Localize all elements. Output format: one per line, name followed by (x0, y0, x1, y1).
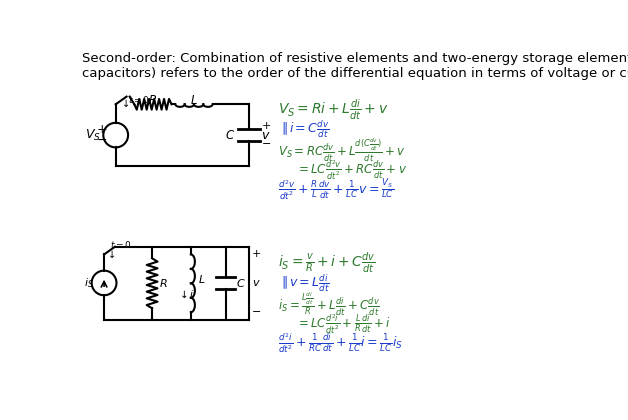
Text: $V_S = Ri + L\frac{di}{dt} + v$: $V_S = Ri + L\frac{di}{dt} + v$ (278, 98, 389, 123)
Text: −: − (252, 307, 261, 317)
Text: $\downarrow$: $\downarrow$ (106, 249, 116, 260)
Text: $\!\!\parallel i = C\frac{dv}{dt}$: $\!\!\parallel i = C\frac{dv}{dt}$ (283, 118, 330, 140)
Text: $t=0$: $t=0$ (128, 94, 150, 105)
Text: $\frac{d^2v}{dt^2} + \frac{R}{L}\frac{dv}{dt} + \frac{1}{LC}v = \frac{V_S}{LC}$: $\frac{d^2v}{dt^2} + \frac{R}{L}\frac{dv… (278, 177, 394, 202)
Text: $\downarrow i$: $\downarrow i$ (177, 289, 195, 300)
Text: $C$: $C$ (236, 277, 246, 289)
Text: $\!\!\parallel v = L\frac{di}{dt}$: $\!\!\parallel v = L\frac{di}{dt}$ (283, 272, 330, 294)
Text: −: − (261, 139, 271, 150)
Text: $t=0$: $t=0$ (111, 239, 132, 250)
Text: −: − (97, 134, 107, 147)
Text: Second-order: Combination of resistive elements and two-energy storage elements : Second-order: Combination of resistive e… (82, 52, 628, 80)
Text: +: + (261, 121, 271, 131)
Text: $= LC\frac{d^2i}{dt^2} + \frac{L}{R}\frac{di}{dt} + i$: $= LC\frac{d^2i}{dt^2} + \frac{L}{R}\fra… (296, 312, 390, 336)
Text: $i_S = \frac{v}{R} + i + C\frac{dv}{dt}$: $i_S = \frac{v}{R} + i + C\frac{dv}{dt}$ (278, 251, 376, 275)
Text: $R$: $R$ (148, 94, 158, 107)
Text: $V_S = RC\frac{dv}{dt} + L\frac{d(C\frac{dv}{dt})}{dt} + v$: $V_S = RC\frac{dv}{dt} + L\frac{d(C\frac… (278, 136, 406, 164)
Text: $\downarrow$: $\downarrow$ (121, 98, 131, 109)
Text: $L$: $L$ (198, 273, 205, 285)
Text: $= LC\frac{d^2v}{dt^2} + RC\frac{dv}{dt} + v$: $= LC\frac{d^2v}{dt^2} + RC\frac{dv}{dt}… (296, 158, 407, 181)
Text: $v$: $v$ (252, 278, 261, 288)
Text: $i_S = \frac{L\frac{di}{dt}}{R} + L\frac{di}{dt} + C\frac{dv}{dt}$: $i_S = \frac{L\frac{di}{dt}}{R} + L\frac… (278, 291, 381, 318)
Text: +: + (252, 249, 261, 260)
Text: +: + (97, 123, 107, 136)
Text: $\frac{d^2i}{dt^2} + \frac{1}{RC}\frac{di}{dt} + \frac{1}{LC}i = \frac{1}{LC}i_S: $\frac{d^2i}{dt^2} + \frac{1}{RC}\frac{d… (278, 331, 403, 355)
Text: $L$: $L$ (190, 94, 198, 107)
Text: $V_S$: $V_S$ (85, 128, 100, 143)
Text: $C$: $C$ (225, 129, 235, 142)
Text: $R$: $R$ (159, 277, 168, 289)
Text: $v$: $v$ (261, 129, 271, 142)
Text: $i_S$: $i_S$ (85, 276, 94, 290)
